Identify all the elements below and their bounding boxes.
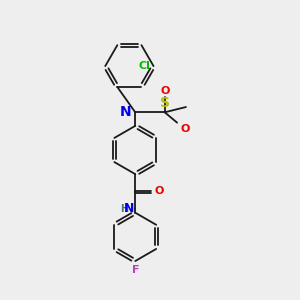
- Text: O: O: [154, 186, 164, 196]
- Text: S: S: [160, 96, 170, 110]
- Text: Cl: Cl: [138, 61, 150, 71]
- Text: H: H: [120, 204, 128, 214]
- Text: N: N: [120, 105, 132, 119]
- Text: F: F: [131, 265, 139, 275]
- Text: O: O: [160, 85, 169, 95]
- Text: N: N: [123, 202, 134, 215]
- Text: O: O: [181, 124, 190, 134]
